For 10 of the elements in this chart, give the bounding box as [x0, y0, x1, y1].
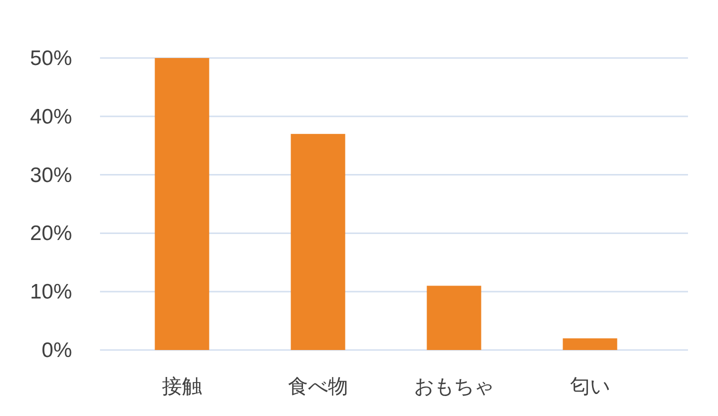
y-tick-label: 50% [30, 47, 72, 70]
y-tick-label: 0% [42, 339, 72, 362]
y-tick-label: 30% [30, 164, 72, 187]
x-tick-label: 接触 [162, 376, 202, 398]
y-tick-label: 40% [30, 105, 72, 128]
x-tick-label: 食べ物 [288, 376, 348, 398]
x-tick-label: おもちゃ [414, 376, 494, 398]
y-tick-label: 20% [30, 222, 72, 246]
y-tick-label: 10% [30, 280, 72, 304]
x-tick-label: 匂い [570, 376, 610, 398]
